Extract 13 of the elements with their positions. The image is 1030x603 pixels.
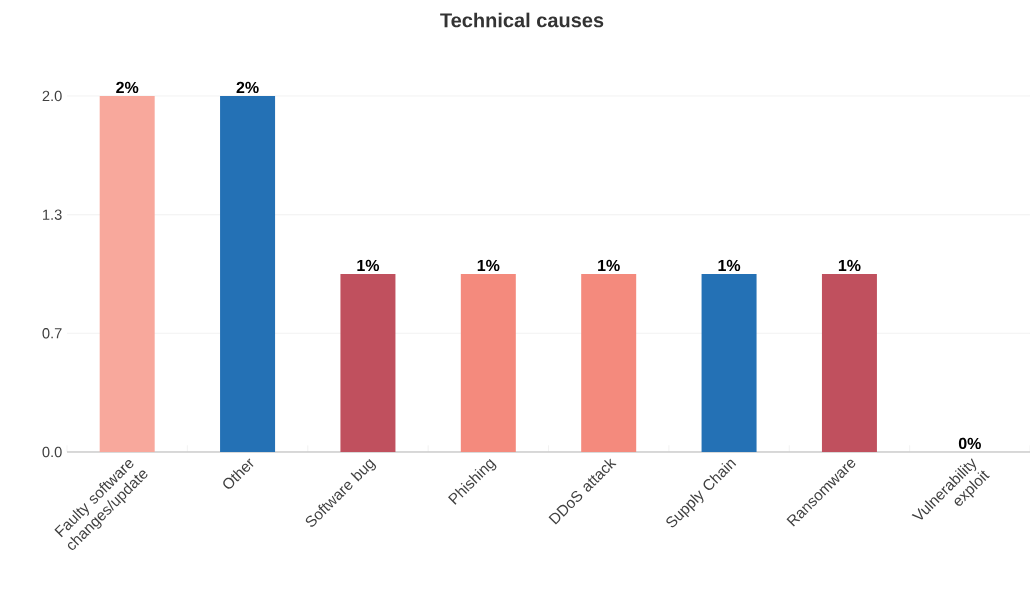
data-label: 1% (357, 259, 380, 272)
data-label: 2% (116, 81, 139, 94)
data-label: 1% (838, 259, 861, 272)
y-tick-label: 0.7 (42, 328, 62, 339)
y-tick-label: 1.3 (43, 209, 62, 220)
y-tick-label: 2.0 (42, 90, 62, 102)
data-label: 0% (958, 437, 981, 450)
y-tick-label: 0.0 (42, 446, 62, 458)
data-label: 1% (477, 259, 500, 272)
data-label: 1% (718, 259, 741, 272)
data-label: 2% (236, 81, 259, 94)
data-label: 1% (598, 259, 620, 272)
chart-title: Technical causes (440, 12, 604, 28)
